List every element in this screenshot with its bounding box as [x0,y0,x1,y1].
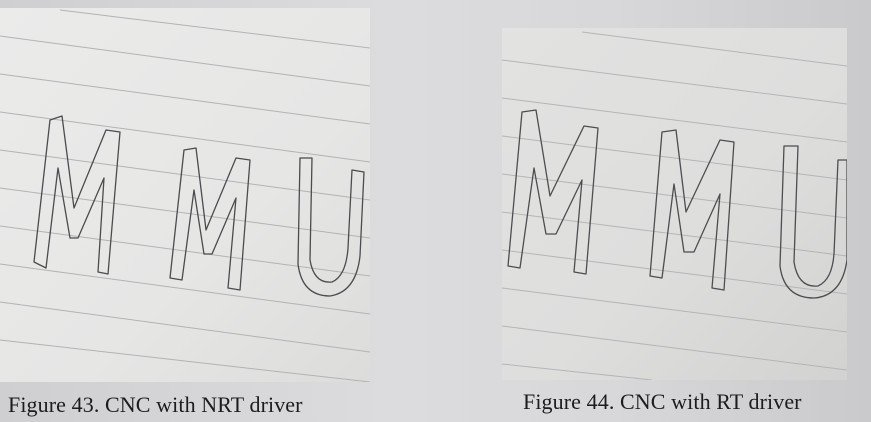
engraved-letters [33,115,365,297]
figure-44-caption: Figure 44. CNC with RT driver [523,389,802,414]
letter-u [297,157,365,297]
ruled-lines [0,9,370,382]
figure-43-image [0,8,370,382]
paper-sheet [502,28,847,380]
figure-43-drawing [0,8,370,382]
letter-m-1 [33,115,121,275]
paper-sheet [0,8,370,382]
engraved-letters [507,109,847,299]
letter-m-2 [649,129,735,291]
ruled-lines [502,31,847,380]
letter-m-2 [169,147,251,291]
figure-44-drawing [502,28,847,380]
figure-44-image [502,28,847,380]
figure-43-caption: Figure 43. CNC with NRT driver [8,392,303,417]
letter-u [779,145,847,299]
letter-m-1 [507,109,599,275]
